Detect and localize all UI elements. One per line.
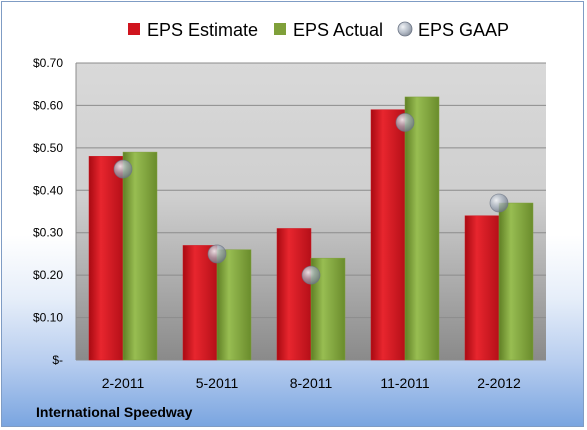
y-tick-label: $0.30 [33, 226, 63, 240]
legend-swatch [128, 23, 140, 35]
x-tick-label: 5-2011 [196, 375, 239, 391]
actual-bar [404, 96, 440, 361]
x-tick-label: 2-2012 [477, 375, 521, 391]
legend-label: EPS Estimate [147, 20, 258, 40]
legend-swatch [397, 21, 413, 37]
gaap-marker [301, 265, 321, 285]
estimate-bar [88, 156, 124, 361]
gaap-marker [489, 193, 509, 213]
y-tick-label: $0.60 [33, 98, 63, 112]
actual-bar [122, 151, 158, 361]
legend-label: EPS GAAP [418, 20, 509, 40]
x-tick-label: 2-2011 [102, 375, 145, 391]
estimate-bar [370, 109, 406, 361]
y-tick-label: $0.70 [33, 56, 63, 70]
gaap-marker [113, 159, 133, 179]
y-tick-label: $0.10 [33, 311, 63, 325]
actual-bar [498, 202, 534, 361]
legend-swatch [274, 23, 286, 35]
y-tick-label: $0.20 [33, 268, 63, 282]
gaap-marker [395, 113, 415, 132]
x-tick-label: 8-2011 [290, 375, 333, 391]
bars [88, 96, 534, 361]
estimate-bar [464, 215, 500, 361]
gaap-markers [113, 113, 509, 285]
estimate-bar [182, 245, 218, 361]
y-tick-label: $0.40 [33, 183, 63, 197]
x-tick-label: 11-2011 [380, 375, 430, 391]
y-tick-label: $0.50 [33, 141, 63, 155]
y-tick-label: $- [52, 353, 63, 367]
axes: $- $0.10 $0.20 $0.30 $0.40 $0.50 $0.60 $0.70 2-2… [33, 56, 521, 391]
estimate-bar [276, 228, 312, 361]
legend: EPS Estimate EPS Actual EPS GAAP [128, 20, 509, 40]
gaap-marker [207, 244, 227, 264]
legend-label: EPS Actual [293, 20, 383, 40]
company-name: International Speedway [36, 404, 193, 420]
actual-bar [216, 249, 252, 361]
